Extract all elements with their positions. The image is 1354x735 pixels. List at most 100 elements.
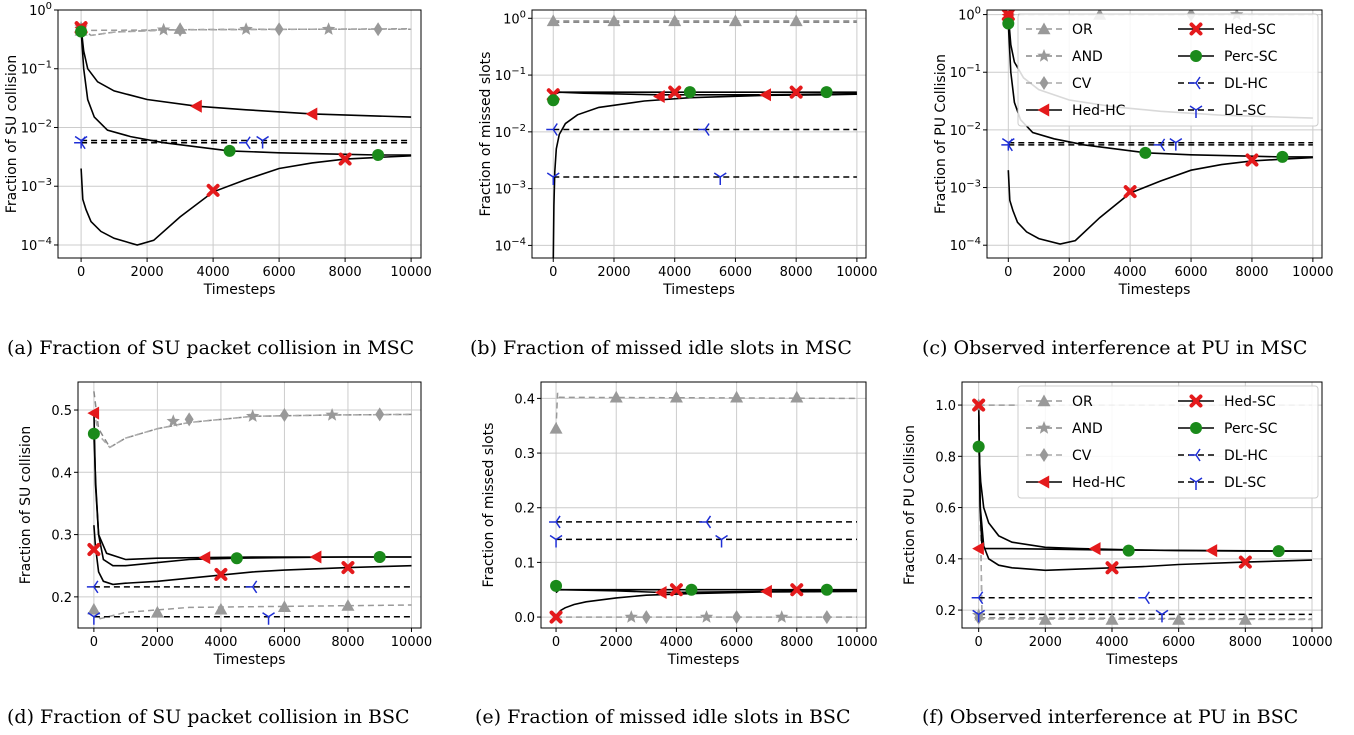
x-tick-label: 4000: [204, 635, 237, 650]
y-tick-label: 100: [958, 6, 981, 24]
y-tick-label: 100: [29, 1, 52, 19]
marker-or: [546, 14, 560, 27]
marker-cv: [373, 22, 383, 37]
marker-hed-sc: [1238, 555, 1252, 569]
marker-hed-sc: [549, 610, 563, 624]
marker-cv: [375, 407, 385, 422]
y-tick-label: 10−4: [950, 236, 981, 254]
marker-or: [150, 605, 164, 618]
marker-dl-hc: [239, 136, 251, 150]
marker-perc-sc: [1139, 146, 1152, 159]
x-tick-label: 8000: [329, 265, 362, 280]
marker-perc-sc: [1272, 545, 1285, 558]
y-axis-label: Fraction of missed slots: [478, 52, 494, 217]
x-tick-label: 8000: [780, 265, 813, 280]
panel-a: 0 2000 4000 6000 8000 10000 10−4 10−3 10−2 10−1 10…: [4, 1, 432, 298]
x-tick-label: 0: [90, 635, 98, 650]
line-perc-sc: [552, 93, 857, 258]
legend-label-and: AND: [1072, 49, 1103, 65]
legend-marker-or: [1037, 22, 1051, 35]
plot-frame-c: [986, 9, 1323, 259]
x-tick-label: 0: [552, 635, 560, 650]
x-tick-label: 2000: [600, 635, 633, 650]
x-tick-label: 8000: [780, 635, 813, 650]
caption-a: (a) Fraction of SU packet collision in M…: [7, 337, 415, 359]
y-tick-label: 10−3: [495, 180, 526, 198]
y-tick-label: 0.2: [514, 502, 535, 517]
y-tick-label: 0.0: [514, 611, 535, 626]
marker-or: [730, 390, 744, 403]
plot-frame-a: [57, 9, 422, 259]
x-axis-label: Timesteps: [213, 652, 286, 668]
marker-dl-hc: [1138, 591, 1150, 605]
marker-hed-sc: [338, 152, 352, 166]
y-tick-label: 10−4: [21, 236, 52, 254]
legend-label-dl-hc: DL-HC: [1224, 76, 1268, 92]
marker-and: [239, 22, 253, 35]
marker-or: [789, 14, 803, 27]
marker-perc-sc: [75, 25, 88, 38]
marker-cv: [641, 610, 651, 625]
marker-cv: [279, 408, 289, 423]
marker-hed-sc: [1105, 561, 1119, 575]
marker-and: [166, 414, 180, 427]
x-tick-label: 8000: [1229, 635, 1262, 650]
y-tick-label: 0.2: [935, 604, 956, 619]
x-tick-label: 10000: [1291, 635, 1332, 650]
caption-d: (d) Fraction of SU packet collision in B…: [7, 706, 410, 728]
marker-dl-hc: [699, 515, 712, 529]
line-and: [93, 391, 412, 449]
marker-dl-sc: [549, 534, 563, 548]
line-hed-hc: [80, 27, 412, 118]
y-tick-label: 0.1: [514, 556, 535, 571]
caption-e: (e) Fraction of missed idle slots in BSC: [475, 706, 851, 728]
marker-perc-sc: [972, 440, 985, 453]
marker-or: [87, 602, 101, 615]
marker-perc-sc: [372, 149, 385, 162]
marker-and: [156, 22, 171, 36]
legend-label-hed-sc: Hed-SC: [1224, 394, 1276, 410]
plot-frame-b: [531, 9, 867, 259]
x-axis-label: Timesteps: [1105, 652, 1178, 668]
marker-dl-sc: [1169, 138, 1183, 151]
legend-label-or: OR: [1072, 22, 1093, 38]
panel-f: 0 2000 4000 6000 8000 10000 0.2 0.4 0.6 0.8 1.0 Tim…: [902, 381, 1333, 668]
marker-or: [277, 600, 291, 613]
marker-perc-sc: [373, 551, 386, 564]
legend-label-cv: CV: [1072, 448, 1092, 464]
y-tick-label: 10−1: [21, 60, 52, 78]
x-tick-label: 8000: [1235, 265, 1268, 280]
grid-b: [532, 10, 866, 258]
y-tick-label: 1.0: [935, 399, 956, 414]
x-tick-label: 10000: [836, 635, 877, 650]
marker-hed-sc: [669, 583, 683, 597]
line-hed-sc: [93, 525, 412, 586]
legend-f: OR AND CV Hed-HC Hed-SC Perc-SC DL-HC DL-SC: [1017, 385, 1319, 499]
marker-hed-sc: [668, 85, 682, 99]
x-axis-label: Timesteps: [662, 282, 735, 298]
x-tick-label: 0: [549, 265, 557, 280]
x-tick-label: 4000: [1114, 265, 1147, 280]
legend-marker-or: [1037, 394, 1051, 407]
y-axis-label: Fraction of missed slots: [481, 423, 497, 588]
marker-hed-sc: [206, 183, 220, 197]
marker-hed-hc: [1205, 544, 1218, 558]
marker-hed-hc: [1088, 542, 1101, 556]
legend-marker-dl-sc: [1189, 477, 1203, 490]
panel-c: 0 2000 4000 6000 8000 10000 10−4 10−3 10−2 10−1 10…: [933, 6, 1334, 298]
marker-dl-hc: [546, 123, 558, 136]
x-tick-label: 0: [77, 265, 85, 280]
legend-marker-dl-sc: [1189, 105, 1203, 118]
y-tick-label: 100: [503, 9, 526, 27]
y-tick-label: 10−1: [495, 66, 526, 84]
line-hed-sc: [80, 155, 412, 246]
line-perc-sc: [93, 434, 412, 567]
x-tick-label: 2000: [141, 635, 174, 650]
plot-frame-f: [961, 381, 1323, 629]
marker-perc-sc: [230, 552, 243, 565]
marker-hed-sc: [87, 543, 101, 557]
marker-cv: [732, 610, 742, 625]
x-tick-label: 6000: [1162, 635, 1195, 650]
panel-d: 0 2000 4000 6000 8000 10000 0.2 0.3 0.4 0.5 Timest…: [18, 381, 432, 668]
